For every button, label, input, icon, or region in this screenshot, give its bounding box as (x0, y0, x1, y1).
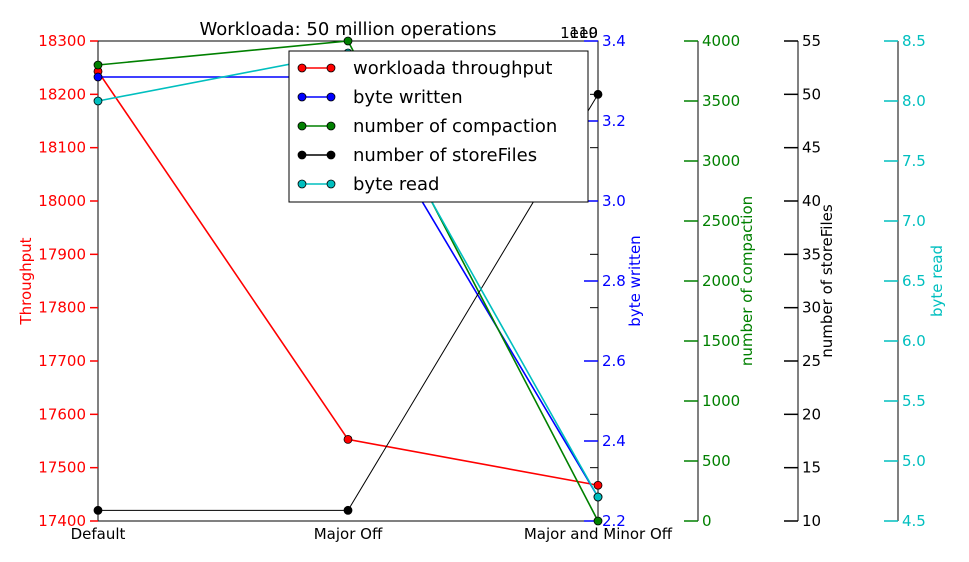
legend-marker (326, 150, 336, 160)
legend-label: byte read (353, 174, 439, 195)
y-axis-label: number of storeFiles (818, 204, 836, 358)
x-tick-label: Default (71, 525, 126, 543)
y-tick-label: 2.2 (602, 512, 626, 530)
legend-marker (326, 63, 336, 73)
legend-marker (297, 63, 307, 73)
y-axis-throughput: 17400 17500 17600 17700 17800 17900 18000 18100… (17, 32, 598, 530)
data-point (93, 96, 103, 106)
y-tick-label: 45 (802, 139, 821, 157)
y-tick-label: 17800 (38, 299, 86, 317)
data-point (593, 516, 603, 526)
legend-label: workloada throughput (353, 58, 552, 79)
y-axis-label: byte written (626, 235, 644, 326)
data-point (93, 60, 103, 70)
y-tick-label: 5.5 (902, 392, 926, 410)
y-tick-label: 15 (802, 459, 821, 477)
data-point (343, 36, 353, 46)
series-compaction (93, 36, 603, 526)
y-tick-label: 10 (802, 512, 821, 530)
legend-label: number of storeFiles (353, 145, 537, 166)
data-point (343, 505, 353, 515)
y-tick-label: 18200 (38, 85, 86, 103)
y-tick-label: 4.5 (902, 512, 926, 530)
y-tick-label: 4000 (702, 32, 740, 50)
y-tick-label: 3.2 (602, 112, 626, 130)
data-point (93, 72, 103, 82)
axis-offset-label: 1e9 (570, 24, 598, 42)
y-tick-label: 55 (802, 32, 821, 50)
y-tick-label: 40 (802, 192, 821, 210)
legend-label: number of compaction (353, 116, 557, 137)
y-axis-bytes_written: 2.2 2.4 2.6 2.8 3.0 3.2 3.4 byte written 1e10 (560, 24, 644, 530)
legend-item: byte written (297, 87, 463, 108)
y-tick-label: 25 (802, 352, 821, 370)
y-tick-label: 35 (802, 245, 821, 263)
y-tick-label: 1500 (702, 332, 740, 350)
y-tick-label: 2.8 (602, 272, 626, 290)
y-tick-label: 8.5 (902, 32, 926, 50)
legend-marker (326, 92, 336, 102)
y-axis-bytes_read: 4.5 5.0 5.5 6.0 6.5 7.0 7.5 8.0 8.5 byte read 1e9 (570, 24, 946, 530)
y-tick-label: 3.0 (602, 192, 626, 210)
y-tick-label: 2.6 (602, 352, 626, 370)
y-tick-label: 3500 (702, 92, 740, 110)
legend-marker (326, 121, 336, 131)
y-tick-label: 17600 (38, 405, 86, 423)
y-tick-label: 17700 (38, 352, 86, 370)
y-tick-label: 18300 (38, 32, 86, 50)
chart-title: Workloada: 50 million operations (200, 19, 497, 40)
y-tick-label: 2500 (702, 212, 740, 230)
legend-marker (326, 179, 336, 189)
legend-marker (297, 179, 307, 189)
y-tick-label: 6.0 (902, 332, 926, 350)
y-tick-label: 2.4 (602, 432, 626, 450)
legend-item: number of storeFiles (297, 145, 537, 166)
x-axis: Default Major Off Major and Minor Off (71, 525, 673, 543)
y-tick-label: 3.4 (602, 32, 626, 50)
y-tick-label: 5.0 (902, 452, 926, 470)
data-point (593, 492, 603, 502)
y-tick-label: 17500 (38, 459, 86, 477)
y-axis-label: Throughput (17, 237, 35, 325)
y-tick-label: 3000 (702, 152, 740, 170)
y-tick-label: 50 (802, 85, 821, 103)
y-tick-label: 2000 (702, 272, 740, 290)
y-tick-label: 0 (702, 512, 712, 530)
legend-item: workloada throughput (297, 58, 552, 79)
y-tick-label: 18100 (38, 139, 86, 157)
x-tick-label: Major and Minor Off (524, 525, 673, 543)
series-storefiles (93, 89, 603, 515)
legend-marker (297, 121, 307, 131)
data-point (593, 89, 603, 99)
y-tick-label: 7.5 (902, 152, 926, 170)
legend-item: byte read (297, 174, 439, 195)
data-point (343, 434, 353, 444)
y-axis-storefiles: 10 15 20 25 30 35 40 45 50 55 number of storeFiles (784, 32, 836, 530)
y-tick-label: 6.5 (902, 272, 926, 290)
y-tick-label: 17900 (38, 245, 86, 263)
y-tick-label: 30 (802, 299, 821, 317)
legend-marker (297, 150, 307, 160)
y-axis-label: byte read (928, 245, 946, 317)
legend-box (288, 50, 589, 203)
legend-item: number of compaction (297, 116, 557, 137)
y-tick-label: 20 (802, 405, 821, 423)
y-tick-label: 17400 (38, 512, 86, 530)
legend: workloada throughput byte written number o… (288, 50, 589, 203)
legend-marker (297, 92, 307, 102)
data-point (593, 480, 603, 490)
y-tick-label: 500 (702, 452, 731, 470)
y-tick-label: 8.0 (902, 92, 926, 110)
y-tick-label: 1000 (702, 392, 740, 410)
y-axis-label: number of compaction (738, 196, 756, 366)
legend-label: byte written (353, 87, 463, 108)
y-axis-compaction: 0 500 1000 1500 2000 2500 3000 3500 4000 number o… (684, 32, 756, 530)
x-tick-label: Major Off (314, 525, 383, 543)
data-point (93, 505, 103, 515)
y-tick-label: 18000 (38, 192, 86, 210)
axis-offset-label: 1e10 (560, 24, 598, 42)
y-tick-label: 7.0 (902, 212, 926, 230)
